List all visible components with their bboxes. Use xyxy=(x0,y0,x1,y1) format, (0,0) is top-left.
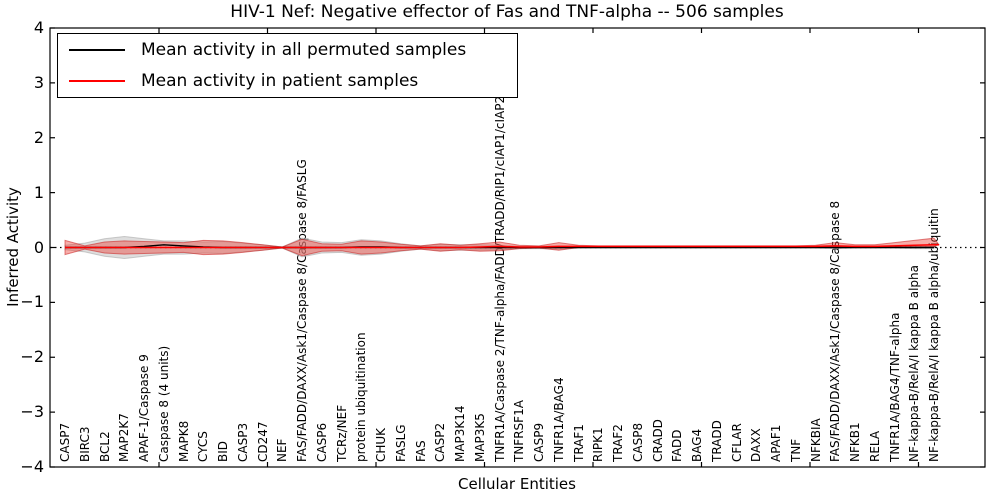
legend-label: Mean activity in patient samples xyxy=(141,70,419,91)
y-tick-label: 1 xyxy=(33,182,44,202)
legend-item-patient: Mean activity in patient samples xyxy=(58,67,517,95)
y-tick-label: 0 xyxy=(33,237,44,257)
y-tick-label: −3 xyxy=(20,402,44,422)
legend-line-sample-black xyxy=(69,49,125,52)
legend-item-permuted: Mean activity in all permuted samples xyxy=(58,36,517,64)
y-tick-label: −2 xyxy=(20,347,44,367)
y-axis-label: Inferred Activity xyxy=(4,187,22,307)
chart-title: HIV-1 Nef: Negative effector of Fas and … xyxy=(230,2,784,22)
y-tick-label: 3 xyxy=(33,72,44,92)
y-tick-label: 2 xyxy=(33,127,44,147)
legend-line-sample-red xyxy=(69,79,125,82)
patient-mean-line xyxy=(65,244,939,249)
y-tick-label: −4 xyxy=(20,457,44,476)
y-tick-label: 4 xyxy=(33,18,44,37)
legend: Mean activity in all permuted samples Me… xyxy=(57,33,518,98)
y-tick-label: −1 xyxy=(20,292,44,312)
legend-label: Mean activity in all permuted samples xyxy=(141,40,467,61)
x-axis-label: Cellular Entities xyxy=(458,475,576,493)
